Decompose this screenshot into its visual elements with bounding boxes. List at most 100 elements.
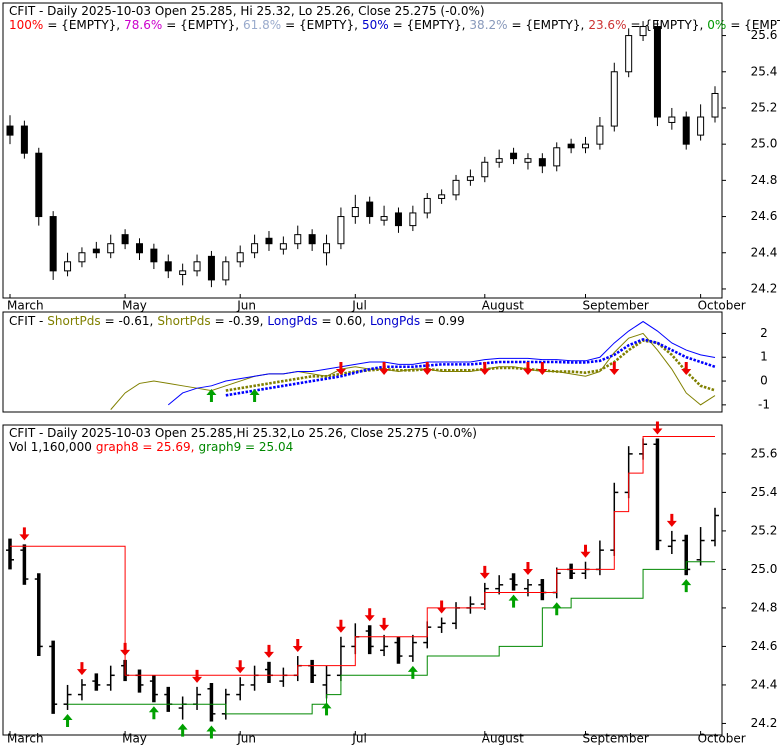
panel-frame	[2, 424, 723, 736]
buy-arrow	[177, 723, 188, 737]
legend-entry: Vol 1,160,000	[9, 440, 92, 454]
y-tick-label: 25.2	[751, 100, 778, 114]
candle-body	[711, 92, 719, 118]
x-tick-label: Jul	[351, 299, 366, 313]
y-tick-label: 0	[760, 374, 768, 388]
y-tick-label: 24.4	[751, 245, 778, 259]
buy-arrow	[407, 665, 418, 679]
candle-body	[625, 35, 633, 73]
sell-arrow	[292, 639, 303, 653]
legend-entry: 38.2%	[469, 18, 507, 32]
sell-arrow	[681, 362, 692, 376]
legend: CFIT - Daily 2025-10-03 Open 25.285, Hi …	[9, 4, 485, 18]
x-tick-label: August	[482, 299, 524, 313]
candle-body	[164, 261, 172, 272]
y-tick-label: -1	[758, 397, 770, 411]
legend-entry: 23.6%	[588, 18, 626, 32]
legend-entry: = {EMPTY},	[630, 18, 703, 32]
y-tick-label: 1	[760, 350, 768, 364]
candle-body	[423, 197, 431, 214]
sell-arrow	[379, 362, 390, 376]
legend-entry: LongPds	[370, 314, 420, 328]
y-tick-label: 25.2	[751, 523, 778, 537]
candle-body	[279, 243, 287, 250]
candle-body	[251, 243, 259, 254]
sell-arrow	[364, 608, 375, 622]
sell-arrow	[479, 362, 490, 376]
x-tick-label: May	[122, 299, 147, 313]
sell-arrow	[263, 644, 274, 658]
sell-arrow	[580, 544, 591, 558]
y-tick-label: 25.6	[751, 446, 778, 460]
legend-entry: = -0.61,	[105, 314, 154, 328]
y-tick-label: 2	[760, 326, 768, 340]
legend-entry: graph9 = 25.04	[198, 440, 293, 454]
legend-entry: CFIT - Daily 2025-10-03 Open 25.285,Hi 2…	[9, 426, 477, 440]
sell-arrow	[609, 362, 620, 376]
legend-entry: CFIT -	[9, 314, 43, 328]
buy-arrow	[206, 389, 217, 403]
y-tick-label: 24.2	[751, 716, 778, 730]
candle-body	[121, 234, 129, 245]
candle-body	[64, 261, 72, 272]
sell-arrow	[522, 562, 533, 576]
candle-body	[438, 194, 446, 199]
legend-entry: = {EMPTY},	[166, 18, 239, 32]
candle-body	[49, 216, 57, 272]
sell-arrow	[120, 642, 131, 656]
candle-body	[682, 116, 690, 145]
legend: Vol 1,160,000 graph8 = 25.69, graph9 = 25.…	[9, 440, 293, 454]
buy-arrow	[681, 579, 692, 593]
y-tick-label: 25.4	[751, 485, 778, 499]
candle-body	[222, 261, 230, 281]
sell-arrow	[422, 362, 433, 376]
x-tick-label: September	[583, 299, 649, 313]
candle-body	[610, 71, 618, 127]
legend-entry: = 0.99	[424, 314, 465, 328]
legend-entry: 100%	[9, 18, 43, 32]
y-tick-label: 25.6	[751, 28, 778, 42]
buy-arrow	[321, 702, 332, 716]
candle-body	[20, 125, 28, 154]
buy-arrow	[508, 594, 519, 608]
panel-frame	[2, 2, 723, 299]
candle-body	[409, 212, 417, 227]
candle-body	[466, 176, 474, 181]
y-tick-label: 25.0	[751, 137, 778, 151]
legend-entry: = -0.39,	[215, 314, 264, 328]
candle-body	[135, 243, 143, 254]
candle-body	[639, 26, 647, 37]
indicator-line	[225, 339, 716, 392]
candle-body	[380, 216, 388, 221]
legend-entry: LongPds	[267, 314, 317, 328]
buy-arrow	[148, 706, 159, 720]
legend-entry: = {EMPTY},	[47, 18, 120, 32]
legend-entry: 0%	[707, 18, 726, 32]
x-tick-label: August	[482, 732, 524, 745]
candle-body	[510, 152, 518, 160]
candle-body	[351, 207, 359, 218]
legend-entry: ShortPds	[157, 314, 210, 328]
legend-entry: ShortPds	[47, 314, 100, 328]
candle-body	[452, 179, 460, 196]
sell-arrow	[379, 617, 390, 631]
candle-body	[697, 116, 705, 136]
buy-arrow	[62, 713, 73, 727]
buy-arrow	[206, 725, 217, 739]
candle-body	[481, 161, 489, 178]
x-tick-label: May	[122, 732, 147, 745]
legend-entry: 50%	[362, 18, 389, 32]
candle-body	[207, 255, 215, 281]
x-tick-label: Jun	[236, 732, 256, 745]
candle-body	[6, 125, 14, 136]
candle-body	[107, 243, 115, 254]
legend-entry: 61.8%	[243, 18, 281, 32]
legend-entry: = {EMPTY}	[730, 18, 780, 32]
candle-body	[553, 147, 561, 167]
candle-body	[524, 158, 532, 163]
y-tick-label: 25.0	[751, 562, 778, 576]
x-tick-label: March	[7, 299, 44, 313]
legend-entry: graph8 = 25.69,	[96, 440, 195, 454]
sell-arrow	[666, 513, 677, 527]
